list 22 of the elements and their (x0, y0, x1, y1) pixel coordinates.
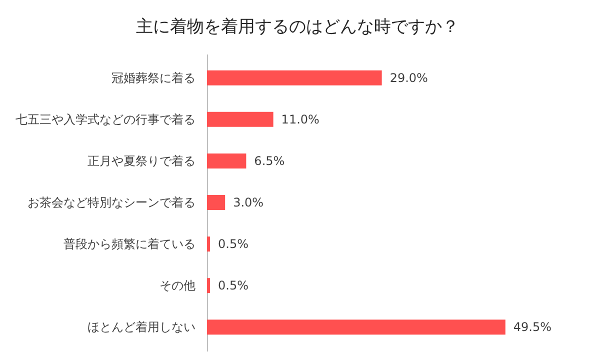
y-tick-label: その他 (160, 278, 196, 293)
data-label: 11.0% (281, 112, 320, 126)
bar (207, 70, 382, 86)
y-tick-label: 普段から頻繁に着ている (64, 237, 196, 252)
data-label: 0.5% (218, 278, 249, 293)
y-tick-label: 冠婚葬祭に着る (112, 70, 196, 85)
chart-title: 主に着物を着用するのはどんな時ですか？ (136, 17, 459, 37)
bar (207, 236, 210, 252)
bar (207, 112, 274, 127)
bar (207, 278, 210, 294)
bar (207, 320, 506, 335)
y-tick-label: ほとんど着用しない (88, 320, 196, 334)
data-label: 0.5% (218, 237, 249, 252)
data-label: 6.5% (254, 154, 285, 168)
bar (207, 153, 246, 168)
y-tick-label: 正月や夏祭りで着る (88, 154, 196, 168)
data-label: 49.5% (513, 320, 552, 334)
y-tick-label: お茶会など特別なシーンで着る (28, 196, 196, 210)
data-label: 3.0% (233, 196, 264, 210)
bar (207, 195, 226, 210)
data-label: 29.0% (390, 70, 428, 85)
y-tick-label: 七五三や入学式などの行事で着る (16, 112, 196, 126)
